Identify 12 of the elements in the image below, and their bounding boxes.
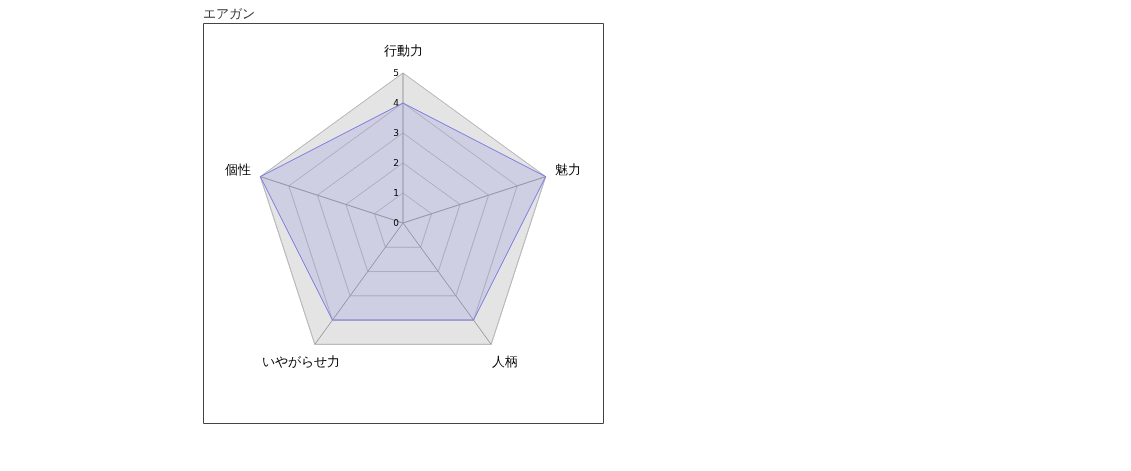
- y-tick-label: 4: [393, 98, 400, 108]
- y-tick-label: 1: [393, 188, 399, 198]
- spoke-label: 魅力: [555, 161, 582, 177]
- chart-title: エアガン: [203, 6, 255, 21]
- y-tick-label: 5: [393, 68, 399, 78]
- y-tick-label: 2: [393, 158, 399, 168]
- spoke-label: 人柄: [492, 354, 519, 370]
- spoke-label: いやがらせ力: [261, 354, 340, 370]
- spoke-label: 行動力: [383, 43, 423, 58]
- y-tick-label: 3: [393, 128, 399, 138]
- y-tick-label: 0: [393, 218, 400, 228]
- spoke-label: 個性: [224, 161, 251, 177]
